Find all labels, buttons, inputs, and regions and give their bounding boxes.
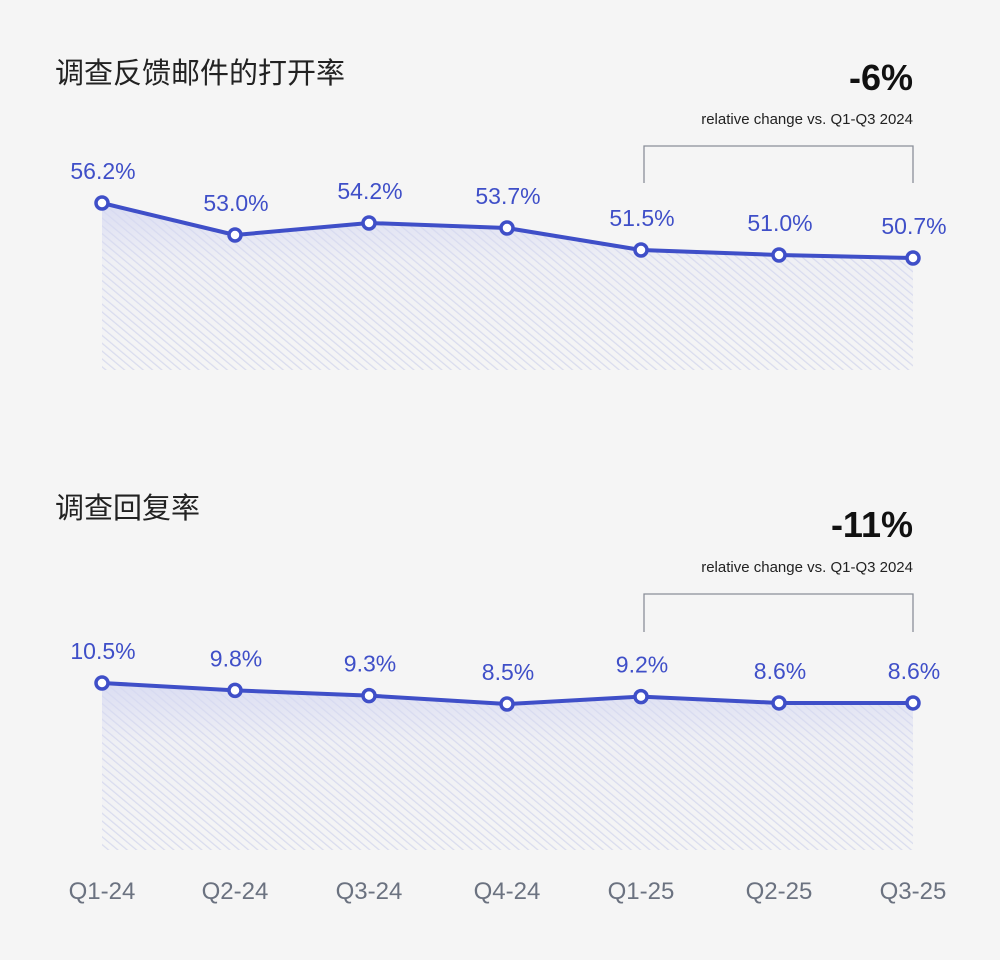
data-label: 56.2% [70, 158, 135, 184]
data-label: 51.0% [747, 210, 812, 236]
data-label: 51.5% [609, 205, 674, 231]
area-gradient [102, 683, 913, 850]
data-point [633, 242, 649, 258]
data-label: 53.7% [475, 183, 540, 209]
data-point [227, 227, 243, 243]
data-label: 54.2% [337, 178, 402, 204]
data-label: 53.0% [203, 190, 268, 216]
relative-change-caption: relative change vs. Q1-Q3 2024 [701, 559, 913, 576]
data-point [905, 695, 921, 711]
x-tick-label: Q3-25 [880, 878, 947, 905]
data-point [771, 695, 787, 711]
data-point [94, 675, 110, 691]
area-gradient [102, 203, 913, 370]
annotation-bracket [643, 593, 914, 632]
chart-title: 调查回复率 [55, 492, 200, 525]
data-label: 50.7% [881, 213, 946, 239]
data-label: 10.5% [70, 638, 135, 664]
data-label: 9.2% [616, 652, 668, 678]
x-tick-label: Q2-24 [202, 878, 269, 905]
relative-change-value: -6% [849, 57, 913, 98]
data-label: 8.5% [482, 659, 534, 685]
data-point [771, 247, 787, 263]
x-tick-label: Q2-25 [746, 878, 813, 905]
x-tick-label: Q4-24 [474, 878, 541, 905]
chart-title: 调查反馈邮件的打开率 [55, 57, 345, 90]
data-point [499, 220, 515, 236]
x-tick-label: Q1-25 [608, 878, 675, 905]
data-label: 9.8% [210, 645, 262, 671]
x-tick-label: Q3-24 [336, 878, 403, 905]
data-label: 8.6% [754, 658, 806, 684]
annotation-bracket [643, 145, 914, 183]
x-tick-label: Q1-24 [69, 878, 136, 905]
data-label: 8.6% [888, 658, 940, 684]
data-point [633, 688, 649, 705]
data-point [361, 687, 377, 704]
data-point [94, 195, 110, 211]
data-label: 9.3% [344, 651, 396, 677]
data-point [905, 250, 921, 266]
data-point [361, 215, 377, 231]
relative-change-value: -11% [831, 504, 913, 545]
data-point [227, 682, 243, 699]
data-point [499, 696, 515, 712]
relative-change-caption: relative change vs. Q1-Q3 2024 [701, 111, 913, 128]
